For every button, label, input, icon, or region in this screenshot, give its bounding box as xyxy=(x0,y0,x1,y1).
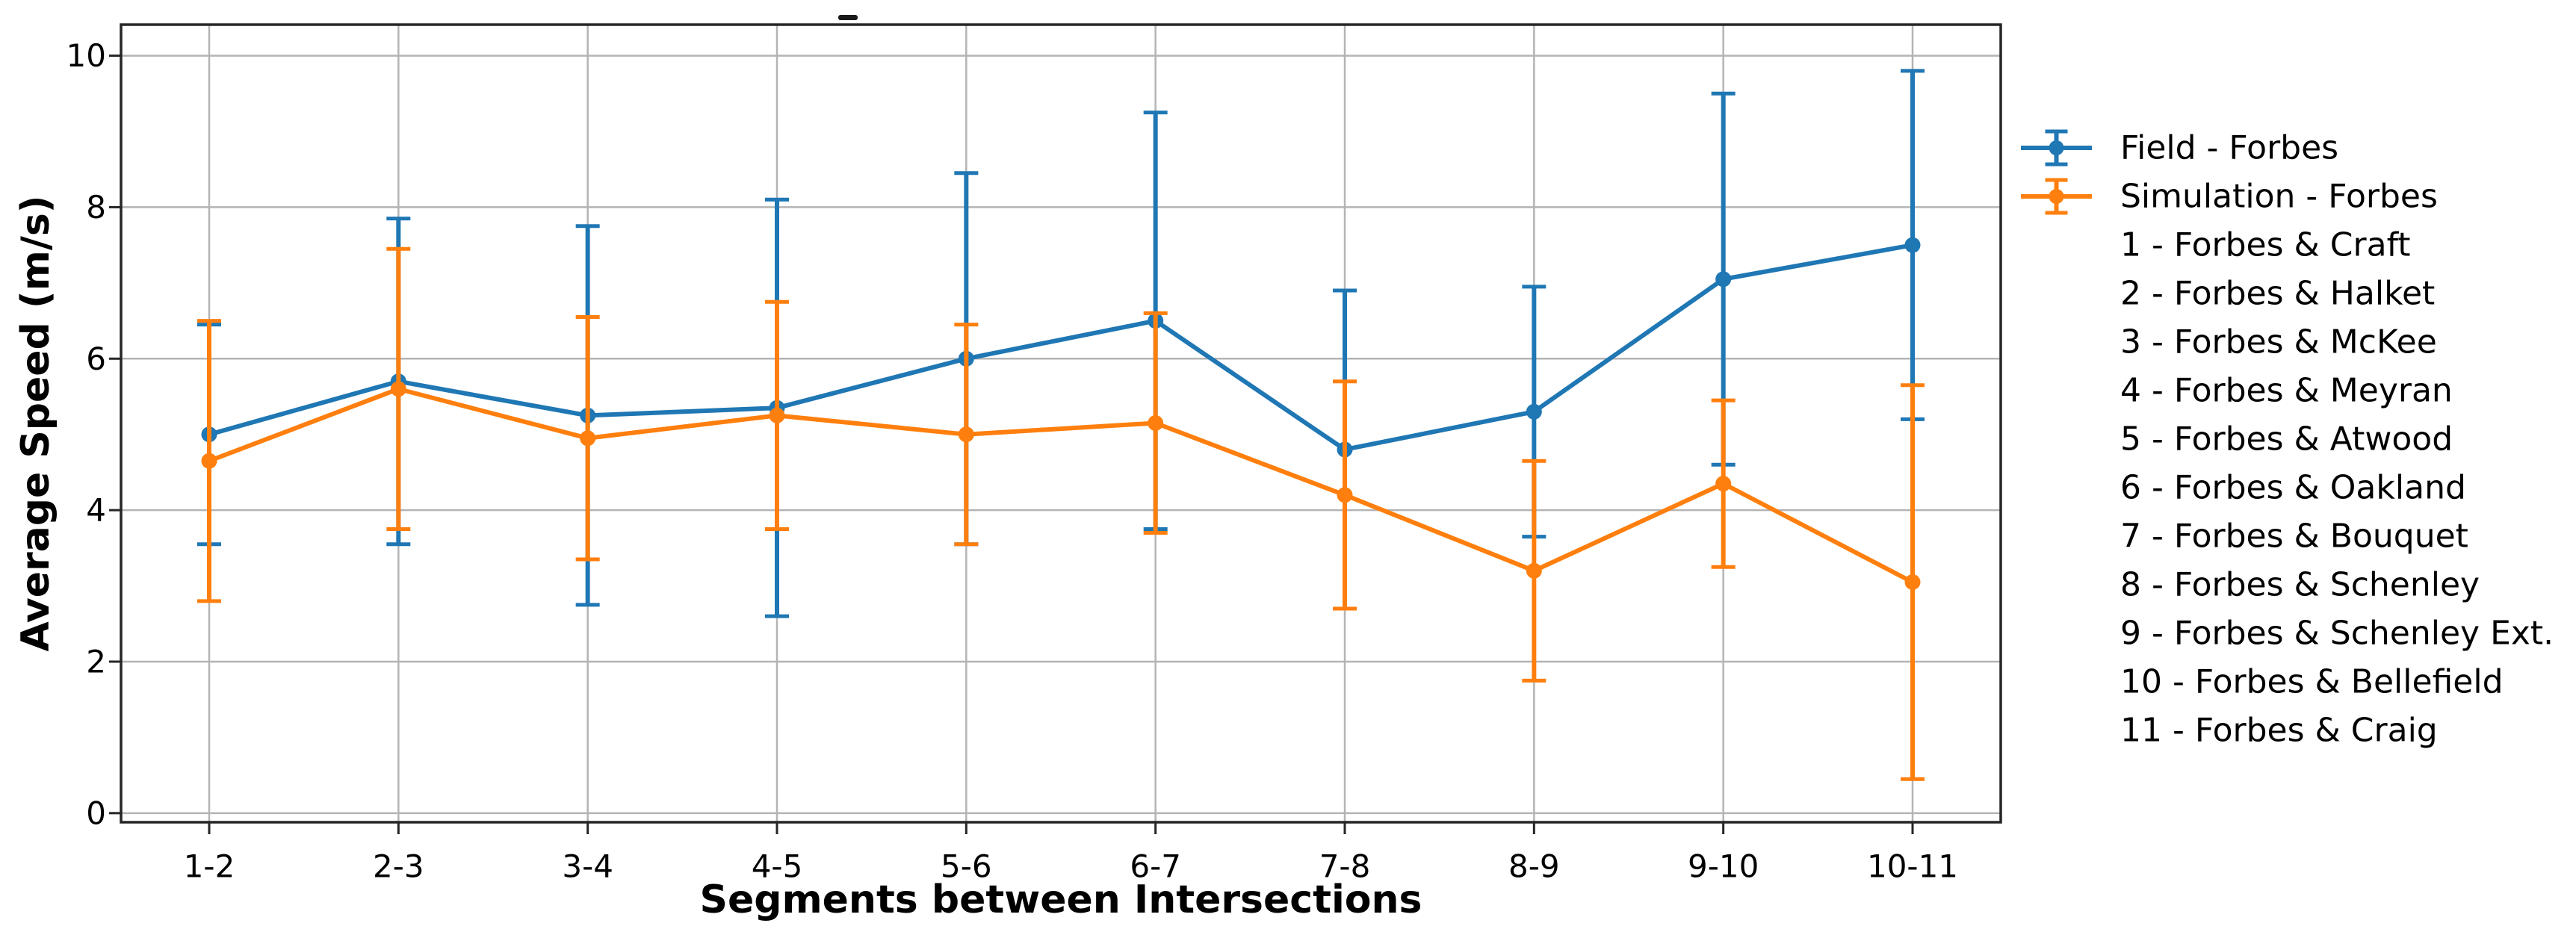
x-axis-title: Segments between Intersections xyxy=(700,877,1422,922)
x-tick-label-8-9: 8-9 xyxy=(1508,848,1560,885)
legend-note-3: 3 - Forbes & McKee xyxy=(2120,323,2437,361)
x-tick-label-1-2: 1-2 xyxy=(184,848,235,885)
marker-field-forbes-9-10 xyxy=(1715,271,1732,288)
series-line-field-forbes xyxy=(208,243,1913,452)
plot-border xyxy=(120,23,2002,824)
legend-note-7: 7 - Forbes & Bouquet xyxy=(2120,518,2468,556)
x-tick-label-9-10: 9-10 xyxy=(1688,848,1759,885)
marker-field-forbes-10-11 xyxy=(1904,237,1921,253)
x-tick-label-3-4: 3-4 xyxy=(562,848,613,885)
legend-note-4: 4 - Forbes & Meyran xyxy=(2120,372,2453,410)
legend-note-1: 1 - Forbes & Craft xyxy=(2120,226,2411,264)
legend-note-9: 9 - Forbes & Schenley Ext. xyxy=(2120,615,2554,653)
legend-handle-marker xyxy=(2049,140,2064,155)
legend-series-label: Simulation - Forbes xyxy=(2120,178,2438,216)
legend-note-8: 8 - Forbes & Schenley xyxy=(2120,566,2480,604)
legend-handle-marker xyxy=(2049,189,2064,204)
x-tick-label-5-6: 5-6 xyxy=(941,848,992,885)
legend: Field - Forbes Simulation - Forbes 1 - For… xyxy=(2021,129,2554,750)
x-tick-label-7-8: 7-8 xyxy=(1319,848,1371,885)
series-line-simulation-forbes xyxy=(208,386,1914,585)
y-tick-label-8: 8 xyxy=(86,189,106,226)
legend-series-label: Field - Forbes xyxy=(2120,129,2338,167)
marker-simulation-forbes-5-6 xyxy=(958,426,974,443)
axis-ticks xyxy=(109,55,1914,834)
x-tick-label-4-5: 4-5 xyxy=(752,848,803,885)
y-tick-label-4: 4 xyxy=(86,492,106,529)
legend-note-6: 6 - Forbes & Oakland xyxy=(2120,469,2466,507)
series-field-forbes xyxy=(197,69,1925,618)
marker-simulation-forbes-3-4 xyxy=(580,430,596,447)
y-tick-label-0: 0 xyxy=(86,795,106,831)
gridlines xyxy=(121,25,2001,822)
axis-tick-labels: 1-2 2-3 3-4 4-5 5-6 6-7 7-8 8-9 9-10 10-11 0 2 4 6 8 10 xyxy=(66,37,1958,884)
marker-simulation-forbes-2-3 xyxy=(390,381,406,397)
y-tick-label-10: 10 xyxy=(66,37,106,74)
legend-note-10: 10 - Forbes & Bellefield xyxy=(2120,663,2504,701)
y-tick-label-2: 2 xyxy=(86,643,106,680)
series-simulation-forbes xyxy=(197,246,1925,781)
y-tick-label-6: 6 xyxy=(86,341,106,377)
data-series xyxy=(197,69,1925,781)
marker-simulation-forbes-6-7 xyxy=(1148,414,1164,431)
marker-simulation-forbes-4-5 xyxy=(769,407,785,423)
legend-note-2: 2 - Forbes & Halket xyxy=(2120,275,2435,313)
marker-simulation-forbes-9-10 xyxy=(1715,476,1732,492)
marker-simulation-forbes-8-9 xyxy=(1526,562,1542,579)
marker-simulation-forbes-10-11 xyxy=(1904,574,1921,590)
marker-simulation-forbes-7-8 xyxy=(1337,487,1353,503)
marker-simulation-forbes-1-2 xyxy=(201,453,217,469)
cropped-title-fragment xyxy=(838,15,858,20)
x-tick-label-6-7: 6-7 xyxy=(1130,848,1181,885)
x-tick-label-2-3: 2-3 xyxy=(373,848,424,885)
x-tick-label-10-11: 10-11 xyxy=(1867,848,1958,885)
legend-entry-simulation-forbes: Simulation - Forbes xyxy=(2021,178,2438,216)
y-axis-title: Average Speed (m/s) xyxy=(13,195,58,651)
legend-note-5: 5 - Forbes & Atwood xyxy=(2120,420,2453,459)
marker-field-forbes-8-9 xyxy=(1526,403,1542,420)
legend-entry-field-forbes: Field - Forbes xyxy=(2021,129,2338,167)
legend-note-11: 11 - Forbes & Craig xyxy=(2120,712,2438,750)
